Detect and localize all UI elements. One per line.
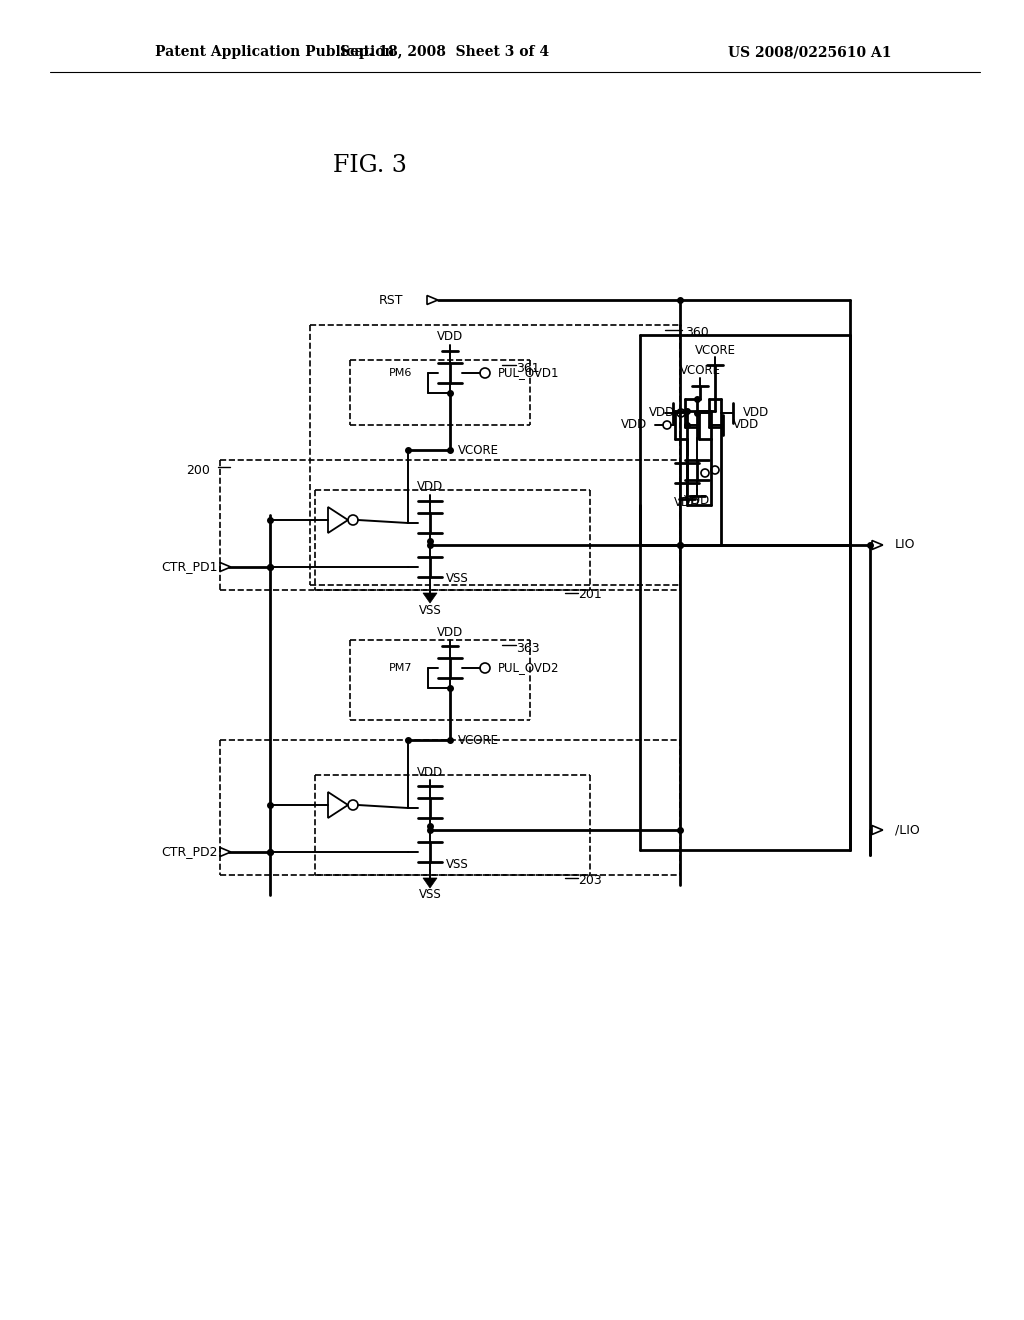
Text: CTR_PD1: CTR_PD1 — [162, 561, 218, 573]
Text: VDD: VDD — [417, 766, 443, 779]
Text: 201: 201 — [578, 589, 602, 602]
Text: VCORE: VCORE — [458, 734, 499, 747]
Text: 200: 200 — [186, 463, 210, 477]
Polygon shape — [423, 878, 437, 888]
Text: VCORE: VCORE — [458, 444, 499, 457]
Text: VDD: VDD — [649, 407, 675, 420]
Text: US 2008/0225610 A1: US 2008/0225610 A1 — [728, 45, 892, 59]
Text: VDD: VDD — [437, 626, 463, 639]
Text: VDD: VDD — [621, 418, 647, 432]
Text: VCORE: VCORE — [694, 343, 735, 356]
Text: PUL_OVD2: PUL_OVD2 — [498, 661, 559, 675]
Text: VDD: VDD — [684, 494, 710, 507]
Text: RST: RST — [379, 293, 403, 306]
Text: VDD: VDD — [733, 418, 759, 432]
Text: Sep. 18, 2008  Sheet 3 of 4: Sep. 18, 2008 Sheet 3 of 4 — [340, 45, 550, 59]
Text: VCORE: VCORE — [680, 363, 721, 376]
Text: 360: 360 — [685, 326, 709, 339]
Text: VDD: VDD — [743, 407, 769, 420]
Text: /LIO: /LIO — [895, 824, 920, 837]
Text: 361: 361 — [516, 362, 540, 375]
Text: FIG. 3: FIG. 3 — [333, 153, 407, 177]
Text: 363: 363 — [516, 642, 540, 655]
Text: CTR_PD2: CTR_PD2 — [162, 846, 218, 858]
Text: VDD: VDD — [674, 496, 700, 510]
Text: VSS: VSS — [419, 888, 441, 902]
Text: VDD: VDD — [417, 480, 443, 494]
Polygon shape — [423, 593, 437, 603]
Text: LIO: LIO — [895, 539, 915, 552]
Text: PM7: PM7 — [388, 663, 412, 673]
Text: VSS: VSS — [446, 858, 469, 870]
Text: VSS: VSS — [419, 603, 441, 616]
Text: PUL_OVD1: PUL_OVD1 — [498, 367, 559, 380]
Text: PM6: PM6 — [389, 368, 412, 378]
Text: VDD: VDD — [437, 330, 463, 343]
Text: 203: 203 — [578, 874, 602, 887]
Text: Patent Application Publication: Patent Application Publication — [155, 45, 394, 59]
Text: VSS: VSS — [446, 573, 469, 586]
